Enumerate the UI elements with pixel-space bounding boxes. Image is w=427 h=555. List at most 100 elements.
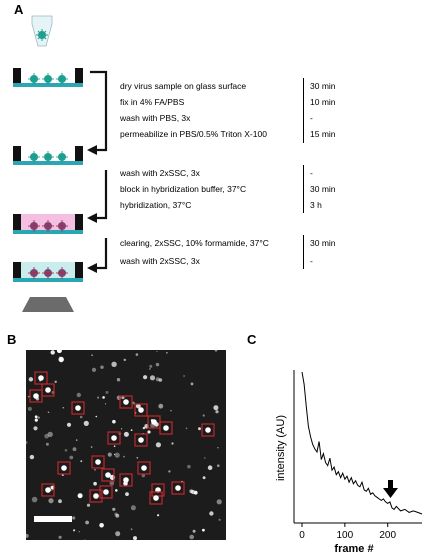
duration-2: 10 min [310, 97, 336, 107]
virus-spot [123, 399, 129, 405]
speckle [190, 489, 196, 495]
speckle [48, 498, 54, 504]
step-1: dry virus sample on glass surface [120, 81, 247, 91]
speckle [158, 403, 164, 409]
duration-7: 3 h [310, 200, 322, 210]
step-2: fix in 4% FA/PBS [120, 97, 185, 107]
speckle [107, 452, 112, 457]
chamber-1 [13, 68, 83, 87]
speckle [90, 446, 93, 448]
speckle [158, 378, 163, 382]
flow-arrows [90, 70, 108, 270]
speckle [75, 439, 78, 441]
speckle [214, 349, 218, 352]
speckle [58, 535, 62, 539]
speckle [143, 375, 148, 380]
speckle [136, 456, 139, 459]
virus-spot [93, 493, 99, 499]
virus-spot [138, 407, 144, 413]
speckle [149, 375, 156, 381]
roi-box [134, 433, 148, 447]
microscopy-image [24, 348, 226, 541]
speckle [94, 469, 96, 471]
speckle [207, 465, 213, 470]
speckle [37, 416, 40, 419]
roi-box [57, 461, 71, 475]
virus-spot [38, 375, 44, 381]
virus-spot [138, 437, 144, 443]
speckle [130, 429, 133, 431]
virus-spot [45, 487, 51, 493]
roi-box [91, 455, 105, 469]
speckle [133, 536, 137, 541]
virus-spot [155, 487, 161, 493]
speckle [54, 380, 57, 383]
step-8: clearing, 2xSSC, 10% formamide, 37°C [120, 238, 269, 248]
step-5: wash with 2xSSC, 3x [120, 168, 200, 178]
virus-spot [153, 495, 159, 501]
speckle [121, 428, 123, 430]
speckle [56, 348, 62, 354]
roi-box [71, 401, 85, 415]
speckle [204, 457, 206, 459]
speckle [202, 528, 205, 532]
roi-box [119, 473, 133, 487]
speckle [33, 426, 38, 431]
speckle [72, 447, 77, 452]
speckle [190, 382, 194, 386]
panel-label-c: C [247, 332, 257, 347]
step-7: hybridization, 37°C [120, 200, 192, 210]
roi-box [29, 389, 43, 403]
speckle [91, 367, 97, 372]
speckle [116, 378, 121, 382]
virus-spot [95, 459, 101, 465]
roi-box [134, 403, 148, 417]
speckle [135, 353, 139, 356]
virus-spot [103, 489, 109, 495]
sample-tube-icon [31, 15, 53, 47]
speckle [115, 531, 121, 537]
chamber-3 [13, 214, 83, 234]
speckle [141, 473, 145, 478]
speckle [102, 396, 105, 399]
virus-spot [163, 425, 169, 431]
speckle [114, 453, 116, 455]
roi-box [201, 423, 215, 437]
roi-box [151, 483, 165, 497]
speckle [64, 449, 68, 452]
speckle [123, 455, 125, 458]
speckle [115, 489, 118, 492]
chamber-4 [13, 262, 83, 282]
duration-divider-3 [303, 235, 304, 269]
x-tick-label: 0 [299, 530, 305, 541]
roi-box [137, 461, 151, 475]
virus-spot [45, 387, 51, 393]
speckle [149, 368, 151, 370]
roi-box [159, 421, 173, 435]
speckle [72, 516, 76, 520]
speckle [192, 529, 196, 533]
y-axis-label: intensity (AU) [275, 415, 287, 481]
step-9: wash with 2xSSC, 3x [120, 256, 200, 266]
scale-bar [34, 516, 72, 522]
speckle [31, 496, 38, 503]
speckle [62, 407, 64, 409]
chamber-2 [13, 146, 83, 165]
speckle [34, 415, 38, 419]
speckle [147, 430, 151, 434]
speckle [77, 493, 83, 499]
virus-spot [61, 465, 67, 471]
speckle [79, 415, 83, 419]
speckle [149, 364, 153, 368]
virus-spot [205, 427, 211, 433]
speckle [114, 452, 120, 458]
x-tick-label: 100 [337, 530, 354, 541]
speckle [47, 411, 50, 414]
speckle [91, 354, 93, 356]
speckle [76, 392, 81, 398]
step-4: permeabilize in PBS/0.5% Triton X-100 [120, 129, 267, 139]
speckle [58, 499, 62, 504]
roi-box [171, 481, 185, 495]
speckle [58, 356, 64, 363]
speckle [112, 419, 116, 424]
